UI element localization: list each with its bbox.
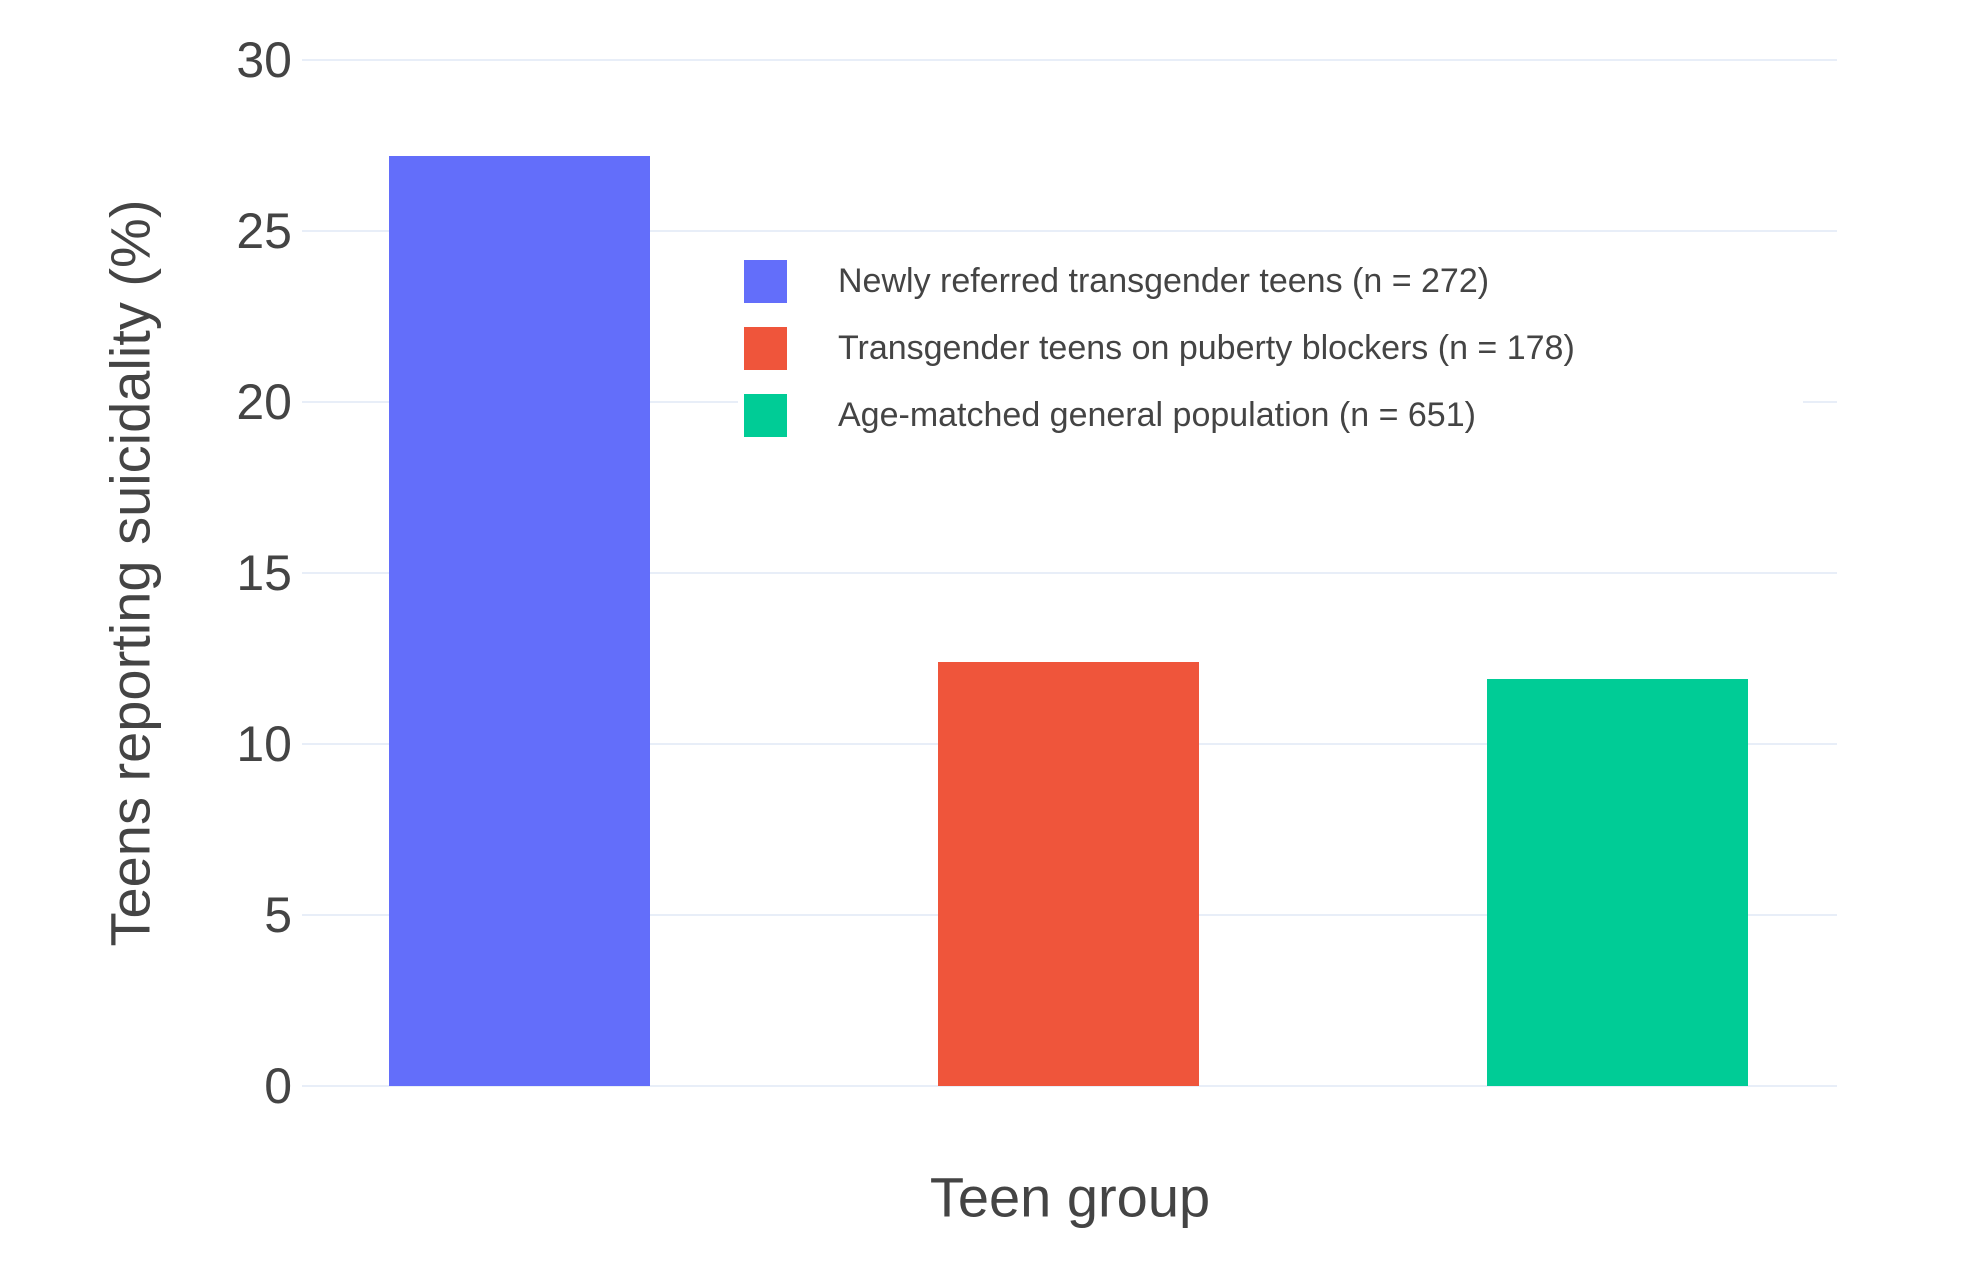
legend: Newly referred transgender teens (n = 27…	[738, 248, 1803, 455]
y-axis-title: Teens reporting suicidality (%)	[98, 199, 162, 947]
gridline-y-25	[302, 230, 1837, 232]
bar-1	[389, 155, 650, 1086]
gridline-y-30	[302, 59, 1837, 61]
y-tick-label-10: 10	[236, 716, 292, 772]
legend-item-2[interactable]: Transgender teens on puberty blockers (n…	[744, 327, 1803, 370]
legend-swatch-icon	[744, 394, 787, 437]
legend-label: Age-matched general population (n = 651)	[838, 396, 1476, 435]
legend-item-3[interactable]: Age-matched general population (n = 651)	[744, 394, 1803, 437]
gridline-y-15	[302, 572, 1837, 574]
legend-label: Transgender teens on puberty blockers (n…	[838, 329, 1575, 368]
y-tick-label-15: 15	[236, 545, 292, 601]
bar-3	[1487, 679, 1748, 1086]
plot-area	[302, 59, 1837, 1087]
y-axis-tick-labels: 0 5 10 15 20 25 30	[0, 0, 292, 1269]
legend-swatch-icon	[744, 260, 787, 303]
y-tick-label-5: 5	[264, 887, 292, 943]
bar-2	[938, 661, 1199, 1086]
legend-swatch-icon	[744, 327, 787, 370]
legend-label: Newly referred transgender teens (n = 27…	[838, 262, 1490, 301]
y-tick-label-30: 30	[236, 32, 292, 88]
y-tick-label-20: 20	[236, 374, 292, 430]
y-tick-label-0: 0	[264, 1058, 292, 1114]
y-tick-label-25: 25	[236, 203, 292, 259]
x-axis-title: Teen group	[929, 1165, 1211, 1229]
gridline-y-0	[302, 1085, 1837, 1087]
legend-item-1[interactable]: Newly referred transgender teens (n = 27…	[744, 260, 1803, 303]
